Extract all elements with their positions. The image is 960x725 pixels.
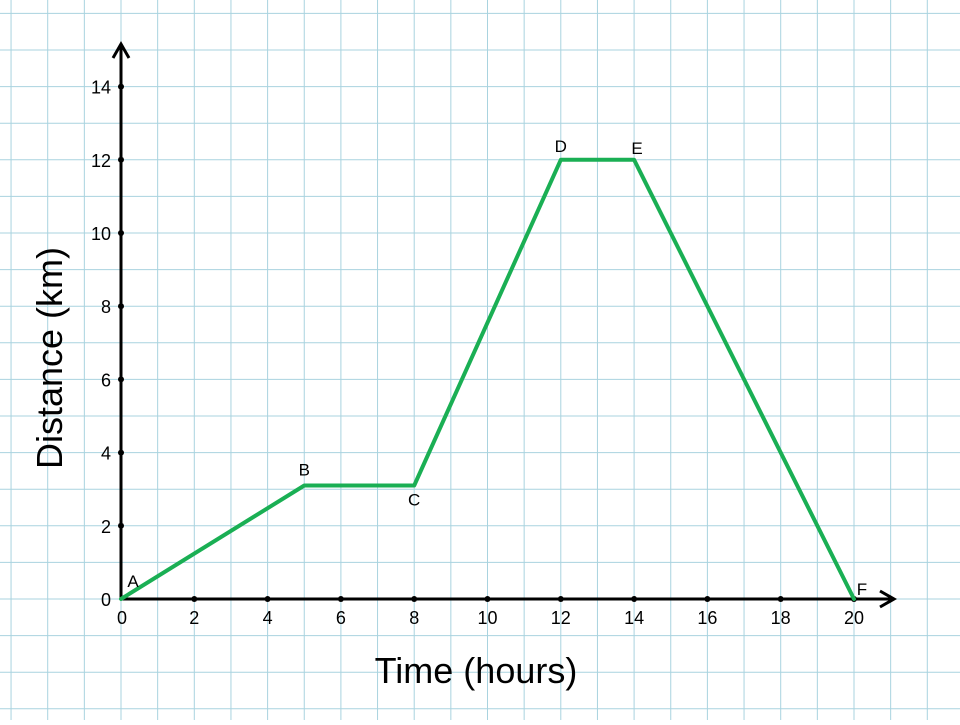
x-tick-label: 4 — [263, 608, 273, 628]
y-tick-label: 10 — [91, 224, 111, 244]
point-label-d: D — [555, 137, 567, 156]
distance-series-line — [119, 157, 856, 601]
axes — [111, 40, 898, 609]
y-tick-mark — [118, 156, 124, 163]
y-tick-label: 14 — [91, 78, 111, 98]
y-tick-mark — [118, 522, 124, 529]
x-tick-mark — [484, 596, 491, 602]
series — [119, 157, 856, 601]
y-tick-label: 0 — [101, 590, 111, 610]
point-labels: A B C D E F — [127, 137, 867, 599]
origin-label: 0 — [117, 608, 127, 628]
point-label-e: E — [631, 139, 642, 158]
y-tick-label: 4 — [101, 444, 111, 464]
x-tick-label: 20 — [844, 608, 864, 628]
y-tick-label: 6 — [101, 370, 111, 390]
x-tick-mark — [411, 596, 418, 602]
point-label-f: F — [857, 580, 867, 599]
y-tick-mark — [118, 303, 124, 310]
y-tick-label: 8 — [101, 297, 111, 317]
x-tick-label: 12 — [551, 608, 571, 628]
x-tick-label: 2 — [189, 608, 199, 628]
y-axis-title: Distance (km) — [29, 247, 70, 469]
x-tick-mark — [337, 596, 344, 602]
y-axis-arrow — [111, 40, 131, 59]
y-tick-mark — [118, 230, 124, 236]
ticks: 2 4 6 8 10 12 14 16 18 20 0 2 4 6 8 10 12 14 — [91, 78, 864, 628]
x-tick-label: 18 — [771, 608, 791, 628]
x-axis-arrow — [879, 589, 898, 609]
x-tick-label: 16 — [697, 608, 717, 628]
y-tick-mark — [118, 83, 124, 90]
x-tick-label: 14 — [624, 608, 644, 628]
x-tick-mark — [631, 596, 638, 602]
x-tick-label: 6 — [336, 608, 346, 628]
y-tick-label: 2 — [101, 517, 111, 537]
y-tick-mark — [118, 376, 124, 383]
y-tick-label: 12 — [91, 151, 111, 171]
point-label-b: B — [299, 461, 310, 480]
x-tick-label: 10 — [477, 608, 497, 628]
point-label-a: A — [127, 572, 139, 591]
x-tick-mark — [704, 596, 711, 602]
x-tick-mark — [191, 596, 198, 602]
x-axis-title: Time (hours) — [375, 650, 578, 691]
x-tick-mark — [264, 596, 271, 602]
y-tick-mark — [118, 449, 124, 456]
x-tick-label: 8 — [409, 608, 419, 628]
x-tick-mark — [557, 596, 564, 602]
point-label-c: C — [408, 491, 420, 510]
x-tick-mark — [777, 596, 784, 602]
